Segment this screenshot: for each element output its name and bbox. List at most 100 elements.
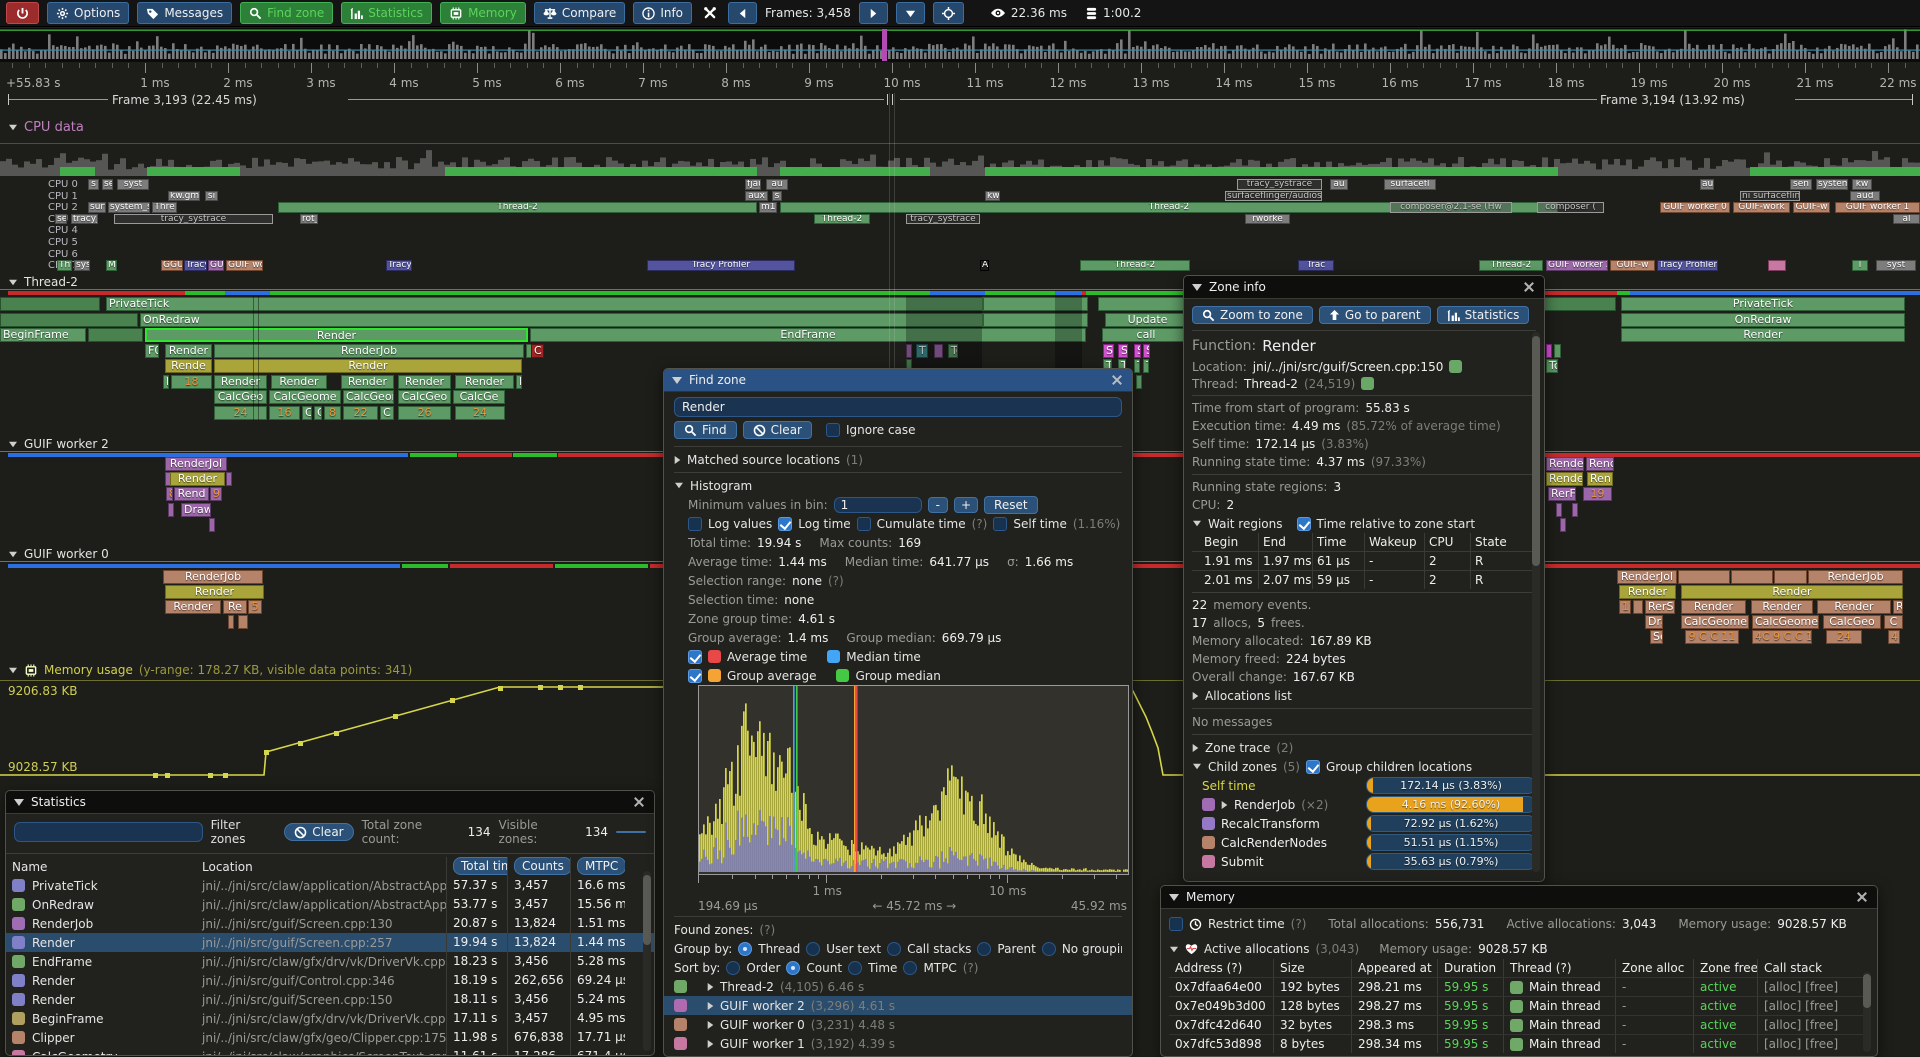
cpu-zone-sei[interactable]: sei [55, 213, 67, 225]
col-location-header[interactable]: Location [202, 859, 253, 874]
cpu-zone-s[interactable]: s [88, 179, 99, 190]
cpu-zone-au[interactable]: au [1700, 179, 1714, 190]
self-time-checkbox[interactable] [993, 516, 1008, 531]
zone-render[interactable]: Render [1621, 328, 1905, 342]
allocations-list-row[interactable]: Allocations list [1192, 686, 1536, 705]
wait-col-header[interactable]: CPU [1424, 533, 1470, 551]
child-zones-row[interactable]: Child zones (5) Group children locations [1192, 757, 1536, 776]
zone-dra[interactable]: Dra [1645, 615, 1663, 629]
cpu-zone-m[interactable]: M [106, 260, 117, 271]
filter-zones-input[interactable] [14, 822, 203, 842]
statistics-scrollbar[interactable] [643, 871, 651, 1051]
zone-info-scrollbar[interactable] [1532, 332, 1540, 872]
cpu-zone-tracy-systrace[interactable]: tracy_systrace [114, 213, 273, 225]
child-zone-row-self-time[interactable]: Self time 172.14 µs (3.83%) [1192, 776, 1536, 795]
wait-region-row[interactable]: 1.91 ms 1.97 ms 61 µs -2 R [1192, 551, 1536, 570]
zone-info-title-bar[interactable]: Zone info [1184, 276, 1544, 299]
cpu-zone-trac[interactable]: Trac [1298, 260, 1334, 271]
power-button[interactable] [6, 2, 39, 24]
zone-f0[interactable]: F0 [145, 343, 159, 358]
zone-22[interactable]: 22 [343, 405, 378, 420]
zone-call[interactable]: call [1102, 328, 1190, 342]
statistics-row-render[interactable]: Render jni/../jni/src/guif/Screen.cpp:150… [6, 990, 654, 1009]
compare-button[interactable]: Compare [533, 2, 626, 24]
memory-usage-header[interactable]: Memory usage (y-range: 178.27 KB, visible… [8, 663, 412, 677]
zone-render[interactable]: Render [1681, 600, 1746, 614]
prev-frame-button[interactable] [728, 2, 758, 24]
zone[interactable] [1560, 517, 1566, 532]
zone-24[interactable]: 24 [1826, 630, 1862, 644]
zone-c[interactable]: C [531, 343, 544, 358]
wait-col-header[interactable]: End [1258, 533, 1312, 551]
memory-col-header[interactable]: Call stack [1757, 959, 1869, 977]
wait-regions-row[interactable]: Wait regions Time relative to zone start [1192, 514, 1536, 533]
zone[interactable] [1678, 570, 1730, 584]
zone[interactable] [226, 472, 232, 487]
histogram-frame[interactable] [698, 685, 1129, 875]
col-total-header[interactable]: Total tim [446, 857, 507, 876]
child-zone-row-calcrendernodes[interactable]: CalcRenderNodes 51.51 µs (1.15%) [1192, 833, 1536, 852]
zone-render[interactable]: Render [271, 374, 327, 389]
zone[interactable] [0, 297, 100, 311]
zone-render[interactable]: Render [214, 374, 267, 389]
zone-c[interactable]: C [314, 405, 322, 420]
zone-f[interactable]: F [163, 374, 169, 389]
cpu-zone-syst[interactable]: syst [1876, 260, 1916, 271]
close-icon[interactable] [632, 795, 646, 809]
zone-render[interactable]: Render [165, 585, 264, 599]
statistics-row-calcgeometry[interactable]: CalcGeometry jni/../jni/src/claw/graphics… [6, 1047, 654, 1055]
zone-update[interactable]: Update [1105, 312, 1190, 327]
zone[interactable] [0, 312, 138, 327]
statistics-button[interactable]: Statistics [341, 2, 433, 24]
statistics-row-renderjob[interactable]: RenderJob jni/../jni/src/guif/Screen.cpp:… [6, 914, 654, 933]
clear-filter-button[interactable]: Clear [284, 823, 354, 841]
memory-button[interactable]: Memory [440, 2, 526, 24]
zone-c[interactable]: C [1884, 615, 1903, 629]
memory-col-header[interactable]: Zone alloc [1615, 959, 1693, 977]
cpu-zone-fjau[interactable]: fjau [745, 179, 761, 190]
zone-render[interactable]: Render [170, 472, 225, 487]
clipped-button[interactable] [616, 831, 646, 833]
zone-24[interactable]: 24 [455, 405, 505, 420]
close-icon[interactable] [1110, 373, 1124, 387]
zone-trace-row[interactable]: Zone trace (2) [1192, 738, 1536, 757]
cpu-zone-tracy-profiler[interactable]: Tracy Profiler [1657, 260, 1718, 271]
cpu-zone-thread-2[interactable]: Thread-2 [278, 202, 757, 213]
zone[interactable] [1731, 570, 1773, 584]
cpu-zone-guif-work[interactable]: GUIF-work [1733, 202, 1790, 213]
zoom-to-zone-button[interactable]: Zoom to zone [1192, 306, 1313, 324]
zone-privatetick[interactable]: PrivateTick [106, 297, 983, 311]
zone-calcgeome[interactable]: CalcGeome [1681, 615, 1749, 629]
zone-endframe[interactable]: EndFrame [530, 328, 1086, 342]
zone-t[interactable]: T [1134, 359, 1140, 373]
zone-16[interactable]: 16 [269, 405, 300, 420]
cpu-zone-aux[interactable]: aux [745, 190, 768, 202]
cpu-zone-guif-worker-1[interactable]: GUIF worker 1 [1835, 202, 1920, 213]
cpu-zone-s[interactable]: s [772, 190, 782, 202]
group-by-option-parent[interactable] [977, 941, 992, 956]
zone[interactable] [168, 502, 174, 517]
statistics-row-clipper[interactable]: Clipper jni/../jni/src/claw/gfx/geo/Clipp… [6, 1028, 654, 1047]
goto-frame-button[interactable] [932, 2, 964, 24]
total-sort-pill[interactable]: Total tim [453, 857, 507, 875]
zone-18[interactable]: 18 [171, 374, 212, 389]
zone[interactable] [934, 343, 943, 358]
log-time-checkbox[interactable] [778, 516, 793, 531]
cpu-zone[interactable] [1768, 260, 1786, 271]
zone-render[interactable]: Render [398, 374, 451, 389]
zone-4[interactable]: 4 [1888, 630, 1900, 644]
zone-calcge[interactable]: CalcGe [453, 390, 505, 404]
cpu-zone-guif-worker-0[interactable]: GUIF worker 0 [1660, 202, 1730, 213]
zone-si[interactable]: Si [1118, 343, 1128, 358]
zone[interactable] [228, 615, 234, 629]
zone[interactable] [88, 328, 143, 342]
zone-render[interactable]: Render [165, 343, 212, 358]
statistics-button[interactable]: Statistics [1436, 306, 1530, 324]
found-zone-group-guif-worker-0[interactable]: GUIF worker 0 (3,231) 4.48 s [674, 1015, 1122, 1034]
cpu-zone-composer-2-1-se-hw[interactable]: composer@2.1-se (Hw [1390, 202, 1512, 213]
cumulate-time-checkbox[interactable] [856, 516, 871, 531]
zone-privatetick[interactable]: PrivateTick [1621, 297, 1905, 311]
zone-c[interactable]: C [380, 405, 394, 420]
allocation-row[interactable]: 0x7e049b3d00 128 bytes 298.27 ms 59.95 s Mai… [1169, 996, 1869, 1015]
statistics-row-beginframe[interactable]: BeginFrame jni/../jni/src/claw/gfx/drv/vk… [6, 1009, 654, 1028]
